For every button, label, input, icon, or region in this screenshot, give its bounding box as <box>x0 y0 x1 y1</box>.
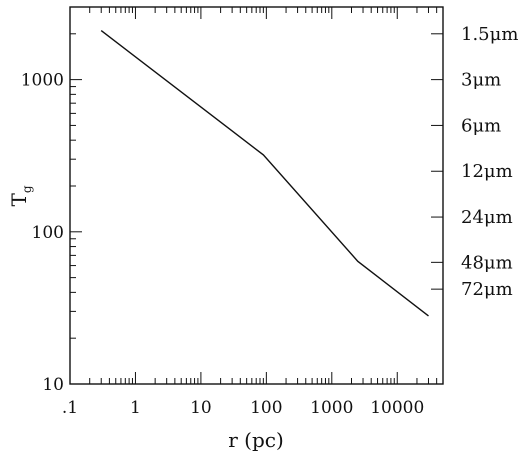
plot-frame <box>69 6 444 385</box>
x-axis-title: r (pc) <box>228 428 284 452</box>
x-tick-label: 10000 <box>370 398 424 418</box>
y-tick-label: 100 <box>32 223 64 243</box>
y-axis-title-sub: g <box>20 185 34 193</box>
x-axis-ticks: .1 1 10 100 1000 10000 <box>62 7 444 418</box>
y-axis-title-main: T <box>7 193 31 207</box>
right-axis-ticks: 1.5μm 3μm 6μm 12μm 24μm 48μm 72μm <box>431 24 518 300</box>
x-tick-label: 1000 <box>310 398 353 418</box>
series-line <box>100 30 429 317</box>
x-tick-label: 100 <box>250 398 282 418</box>
x-tick-label: 10 <box>190 398 212 418</box>
y-axis-title: Tg <box>7 185 34 206</box>
x-tick-label: .1 <box>62 398 78 418</box>
right-axis-label: 1.5μm <box>461 24 518 45</box>
right-axis-label: 72μm <box>461 279 513 300</box>
y-tick-label: 10 <box>42 375 64 395</box>
y-axis-title-group: Tg <box>7 185 34 206</box>
right-axis-label: 48μm <box>461 252 513 273</box>
right-axis-label: 12μm <box>461 161 513 182</box>
right-axis-label: 3μm <box>461 70 501 91</box>
y-axis-ticks: 10 100 1000 <box>21 6 82 395</box>
right-axis-label: 6μm <box>461 115 501 136</box>
y-tick-label: 1000 <box>21 71 64 91</box>
right-axis-label: 24μm <box>461 207 513 228</box>
x-tick-label: 1 <box>130 398 141 418</box>
